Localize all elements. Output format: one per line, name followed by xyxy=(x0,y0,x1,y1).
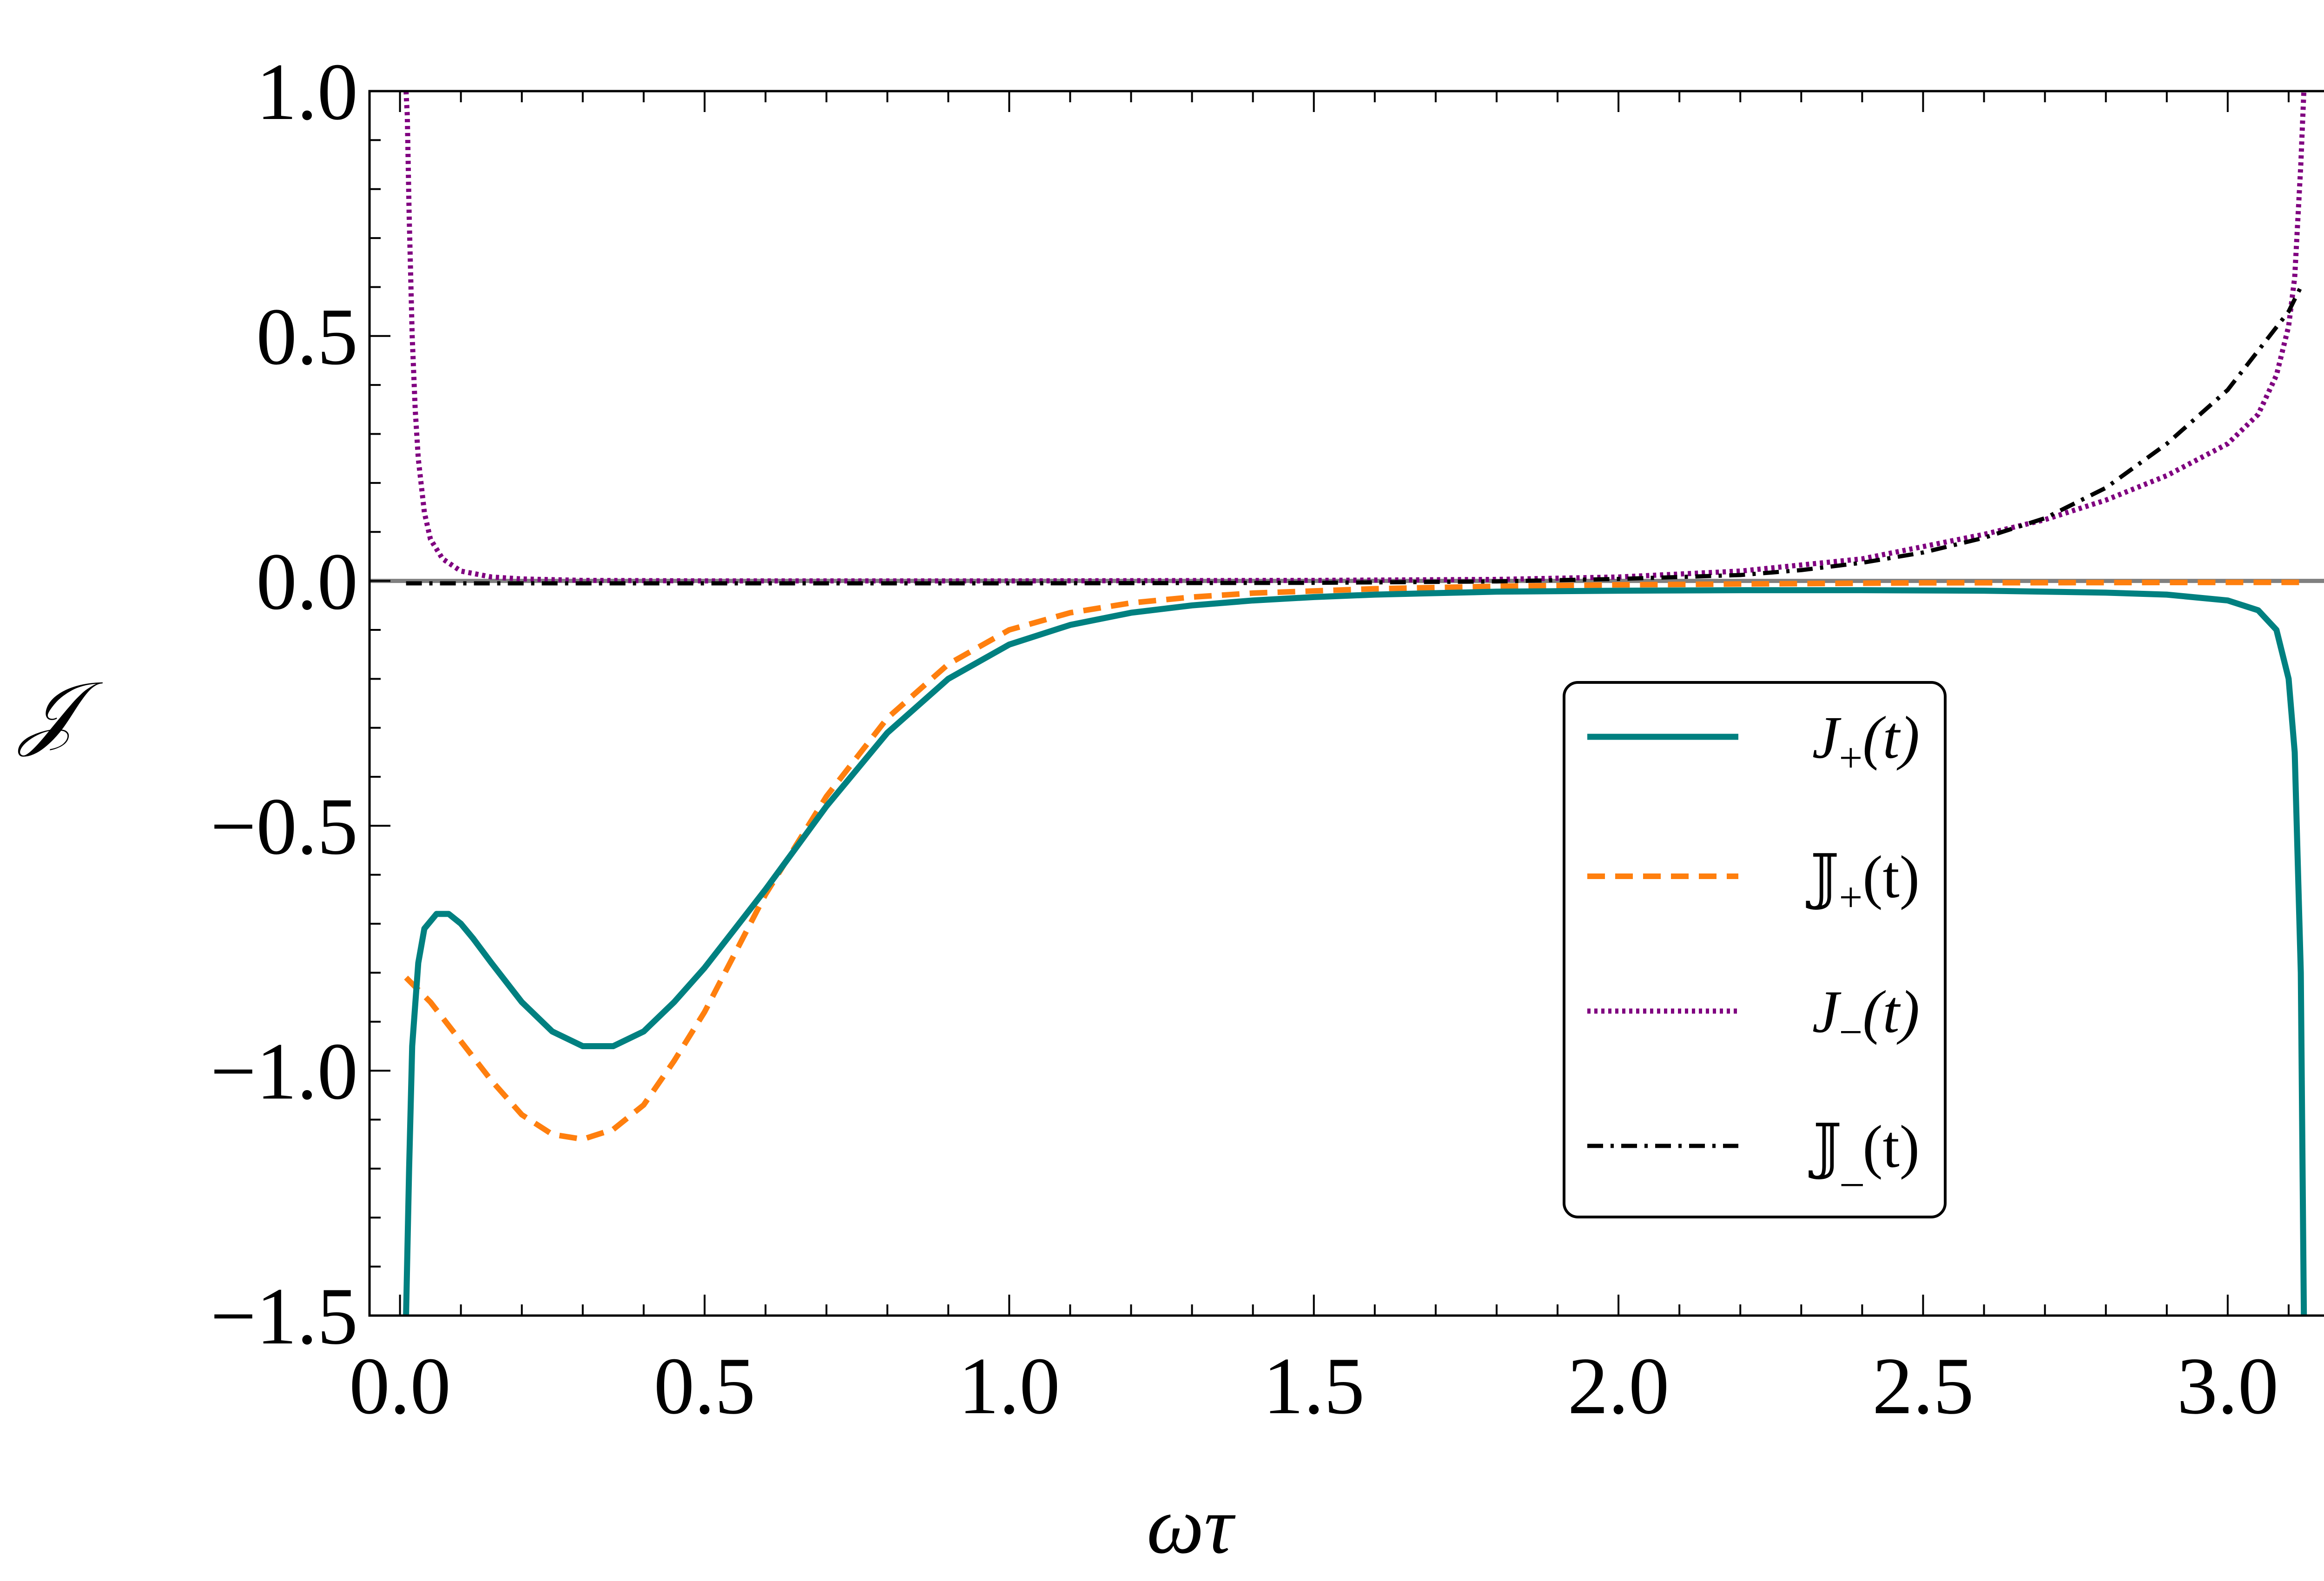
legend-box xyxy=(1563,681,1947,1218)
x-axis-title: ωτ xyxy=(1147,1480,1236,1570)
legend-label-3: J−(t) xyxy=(1812,979,1920,1055)
x-tick-label: 0.5 xyxy=(654,1341,756,1431)
series-line-3 xyxy=(403,91,2307,584)
x-tick-label: 1.5 xyxy=(1263,1341,1365,1431)
y-tick-label: 0.5 xyxy=(256,291,358,382)
legend: J+(t) 𝕁+(t) J−(t) 𝕁_(t) xyxy=(1563,681,1947,1218)
y-tick-label: −0.5 xyxy=(211,781,358,871)
y-tick-label: −1.0 xyxy=(211,1026,358,1116)
series-line-2 xyxy=(404,579,2301,1142)
legend-label-2: 𝕁+(t) xyxy=(1806,844,1920,920)
x-tick-label: 3.0 xyxy=(2177,1341,2278,1431)
axis-ticks xyxy=(370,90,2290,1316)
series-line-1 xyxy=(403,587,2307,1316)
y-tick-label: −1.5 xyxy=(211,1271,358,1361)
legend-label-4: 𝕁_(t) xyxy=(1809,1113,1920,1190)
x-tick-label: 2.5 xyxy=(1872,1341,1974,1431)
y-tick-label: 0.0 xyxy=(256,536,358,627)
y-tick-label: 1.0 xyxy=(256,46,358,137)
x-tick-label: 0.0 xyxy=(349,1341,451,1431)
plot-area xyxy=(368,90,2324,1317)
plot-frame xyxy=(368,90,2324,1317)
x-tick-label: 2.0 xyxy=(1568,1341,1670,1431)
x-tick-label: 1.0 xyxy=(958,1341,1060,1431)
legend-label-1: J+(t) xyxy=(1812,704,1920,781)
tick-labels: 0.0 0.5 1.0 1.5 2.0 2.5 3.0 1.0 0.5 0.0 −0.5 −1.0 −1… xyxy=(211,46,2279,1431)
series-line-4 xyxy=(406,286,2303,586)
